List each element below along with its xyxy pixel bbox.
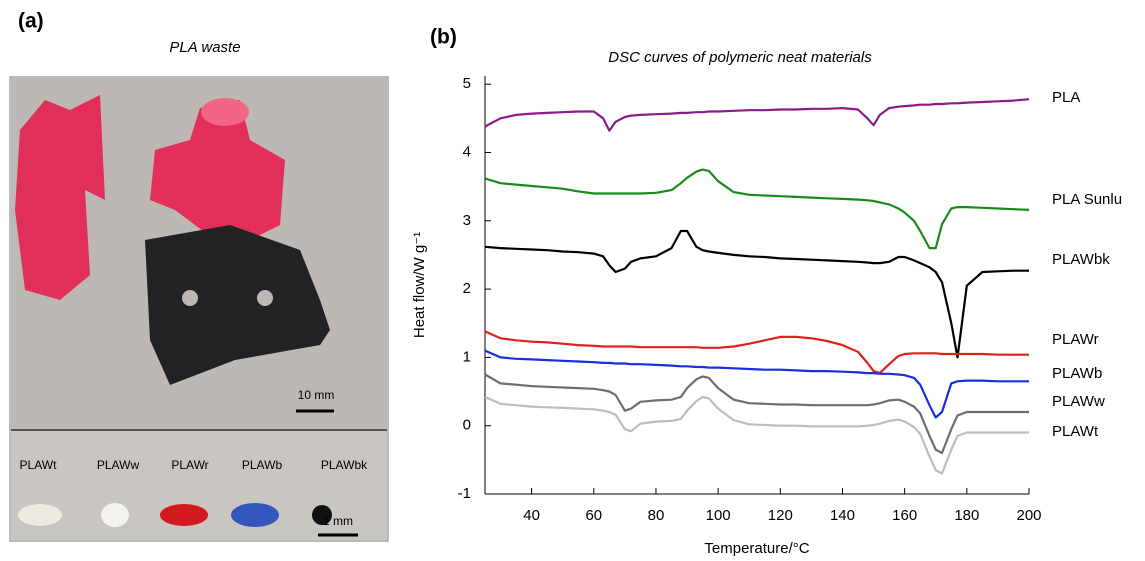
x-tick-label: 180	[954, 507, 979, 524]
x-tick-label: 80	[648, 507, 665, 524]
y-tick-label: -1	[458, 485, 471, 502]
object-red-2	[150, 100, 285, 240]
x-axis-label: Temperature/°C	[704, 540, 809, 557]
x-tick-label: 140	[830, 507, 855, 524]
series-line	[484, 373, 1029, 455]
x-tick-label: 40	[523, 507, 540, 524]
sample-label: PLAWr	[171, 458, 208, 472]
panel-title: PLA waste	[169, 39, 240, 56]
series-line	[484, 395, 1029, 475]
y-tick-label: 4	[463, 143, 471, 160]
sample	[312, 505, 332, 525]
sample-label: PLAWt	[20, 458, 58, 472]
object-hole	[182, 290, 198, 306]
series-line	[484, 330, 1029, 375]
legend-label: PLAWw	[1052, 393, 1105, 410]
sample	[18, 504, 62, 526]
legend-label: PLA	[1052, 89, 1080, 106]
y-tick-label: 2	[463, 280, 471, 297]
legend-label: PLA Sunlu	[1052, 191, 1122, 208]
series-line	[484, 168, 1030, 250]
scale-label: 10 mm	[298, 388, 335, 402]
series-line	[484, 229, 1029, 359]
legend-label: PLAWbk	[1052, 251, 1110, 268]
x-tick-label: 200	[1016, 507, 1041, 524]
legend-label: PLAWr	[1052, 331, 1099, 348]
sample-label: PLAWb	[242, 458, 283, 472]
y-axis-label: Heat flow/W g⁻¹	[411, 232, 428, 338]
sample-label: PLAWw	[97, 458, 140, 472]
y-tick-label: 1	[463, 348, 471, 365]
x-tick-label: 100	[706, 507, 731, 524]
y-tick-label: 0	[463, 417, 471, 434]
sample	[101, 503, 129, 527]
panel-label: (a)	[18, 10, 44, 33]
sample	[160, 504, 208, 526]
photo: 10 mm 1 mm	[9, 76, 389, 542]
y-tick-label: 3	[463, 212, 471, 229]
x-tick-label: 160	[892, 507, 917, 524]
legend-label: PLAWb	[1052, 365, 1102, 382]
x-tick-label: 60	[585, 507, 602, 524]
legend-label: PLAWt	[1052, 423, 1099, 440]
x-tick-label: 120	[768, 507, 793, 524]
object-hole	[201, 98, 249, 126]
chart-title: DSC curves of polymeric neat materials	[608, 49, 872, 66]
sample	[231, 503, 279, 527]
object-red-1	[15, 95, 105, 300]
object-black	[145, 225, 330, 385]
panel-label: (b)	[430, 26, 457, 49]
series-line	[484, 98, 1030, 132]
sample-label: PLAWbk	[321, 458, 368, 472]
series-line	[484, 349, 1029, 419]
scale-label: 1 mm	[323, 514, 353, 528]
object-hole	[257, 290, 273, 306]
y-tick-label: 5	[463, 75, 471, 92]
